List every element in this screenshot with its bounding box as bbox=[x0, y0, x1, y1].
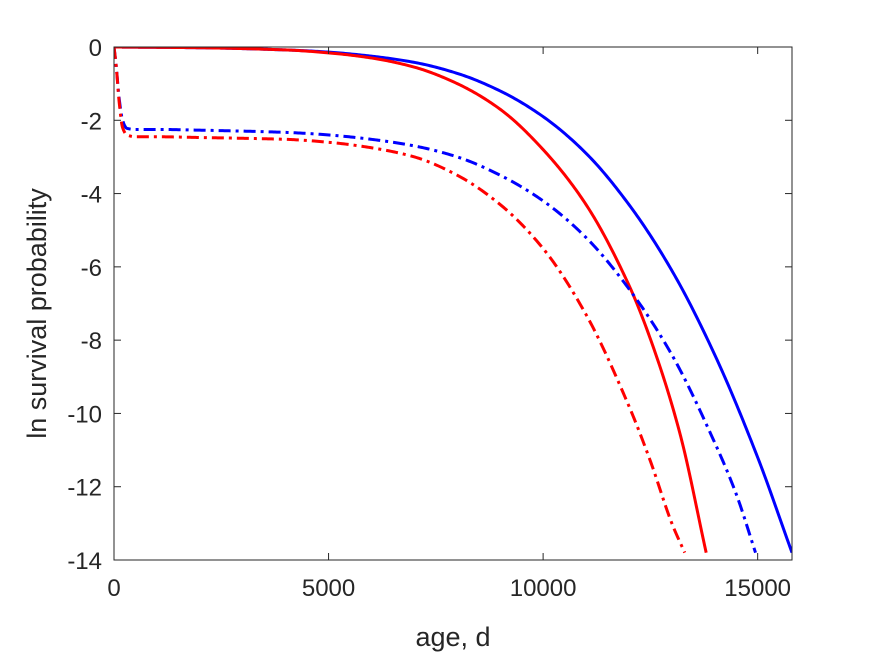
ticks-layer: 0 5000 10000 15000 0 -2 -4 -6 -8 -10 -12 -14 bbox=[67, 35, 792, 602]
y-axis-title: ln survival probability bbox=[22, 188, 52, 439]
series-line-4 bbox=[114, 47, 687, 554]
y-tick-label: -12 bbox=[67, 475, 102, 502]
y-tick-label: -10 bbox=[67, 401, 102, 428]
x-tick-label: 15000 bbox=[724, 575, 791, 602]
y-tick-label: -6 bbox=[81, 255, 102, 282]
x-axis-title: age, d bbox=[415, 622, 490, 652]
x-tick-label: 10000 bbox=[510, 575, 577, 602]
y-tick-label: -2 bbox=[81, 108, 102, 135]
y-tick-label: -14 bbox=[67, 548, 102, 575]
plot-frame bbox=[113, 46, 793, 561]
series-line-3 bbox=[114, 47, 757, 554]
y-tick-label: -8 bbox=[81, 328, 102, 355]
y-tick-label: 0 bbox=[89, 35, 102, 62]
plot-area bbox=[114, 47, 792, 560]
x-tick-label: 5000 bbox=[302, 575, 355, 602]
y-tick-label: -4 bbox=[81, 182, 102, 209]
x-tick-label: 0 bbox=[107, 575, 120, 602]
